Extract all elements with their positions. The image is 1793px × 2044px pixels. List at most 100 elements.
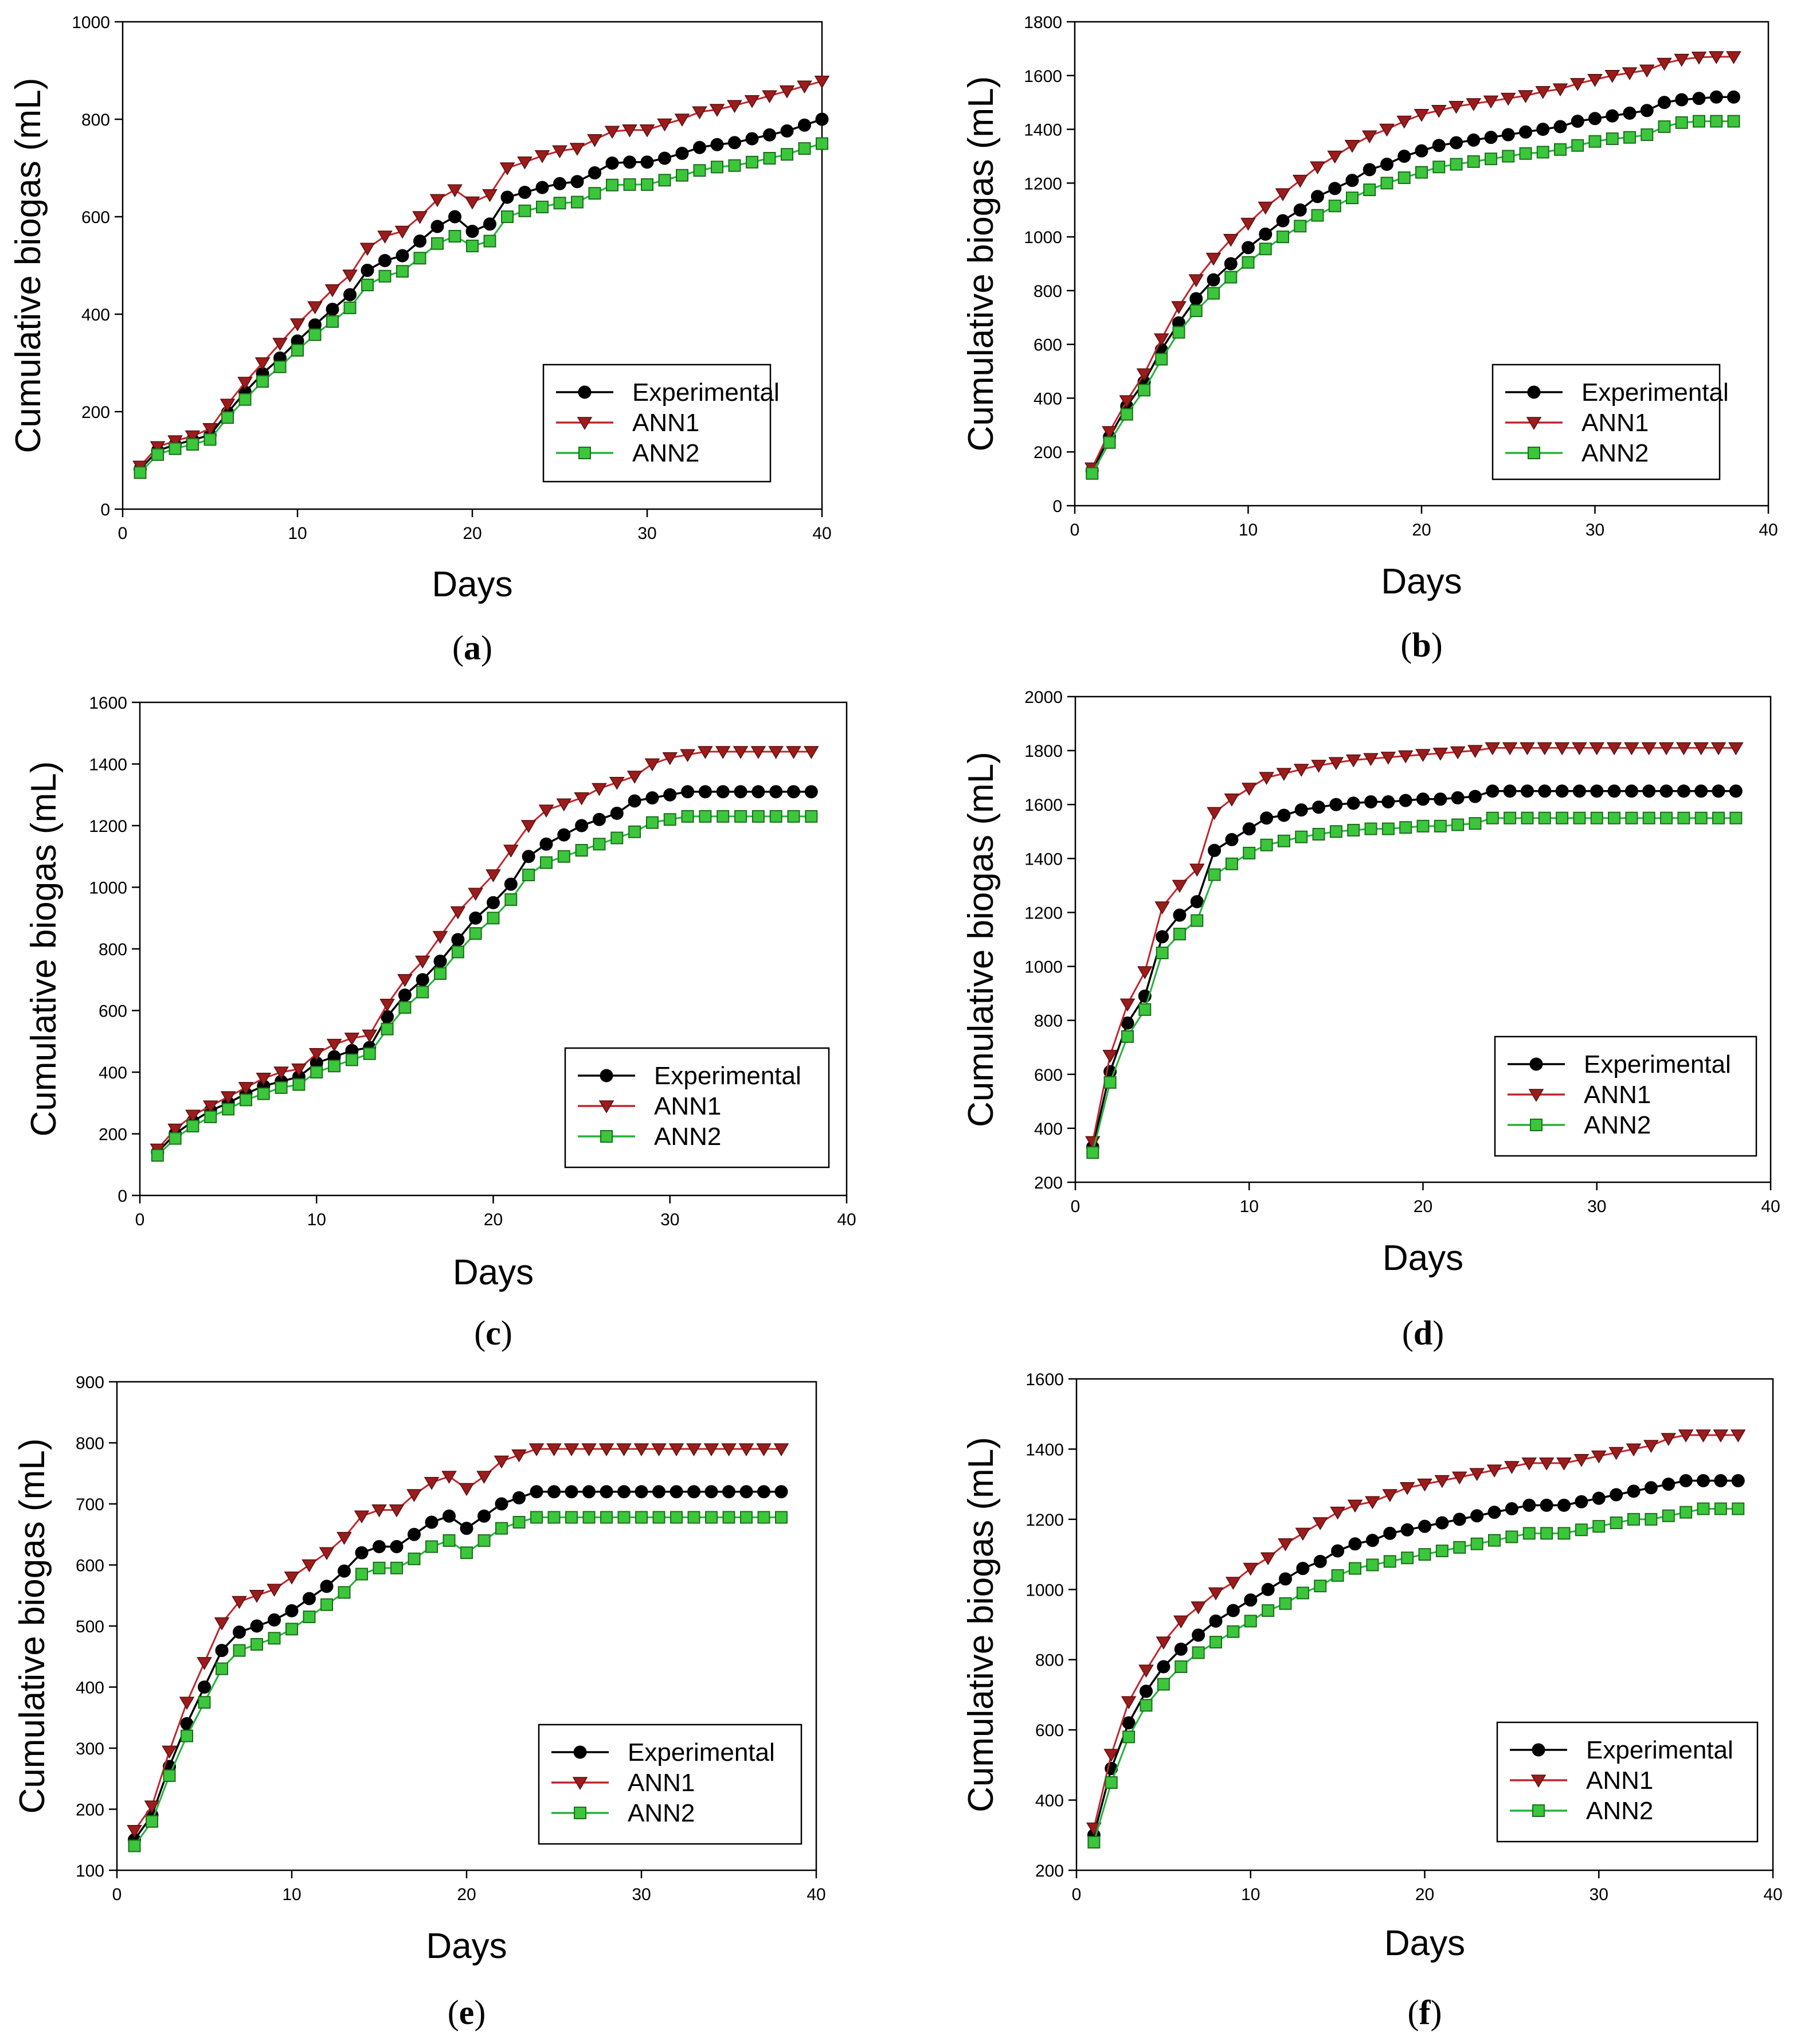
y-tick-label-c-4: 800 [99, 940, 127, 959]
marker-c-ann2-33 [734, 810, 747, 823]
marker-f-experimental-31 [1627, 1484, 1641, 1498]
marker-d-experimental-9 [1242, 822, 1256, 836]
marker-a-ann1-36 [762, 90, 777, 104]
marker-e-ann2-15 [390, 1561, 403, 1574]
marker-a-ann1-1 [150, 441, 166, 455]
marker-b-ann2-19 [1415, 166, 1428, 179]
marker-f-ann2-16 [1366, 1558, 1379, 1572]
marker-d-ann2-21 [1451, 818, 1465, 831]
marker-f-ann2-24 [1505, 1530, 1518, 1543]
panel-caption-letter-d: d [1414, 1314, 1432, 1352]
marker-e-experimental-5 [215, 1644, 229, 1658]
marker-a-ann1-35 [744, 95, 760, 108]
marker-c-ann2-23 [557, 850, 570, 863]
marker-b-ann1-25 [1518, 90, 1533, 103]
marker-e-ann1-10 [302, 1559, 317, 1573]
marker-f-experimental-12 [1296, 1562, 1310, 1576]
marker-e-ann1-27 [598, 1443, 614, 1457]
marker-f-experimental-21 [1453, 1513, 1466, 1526]
marker-e-ann2-24 [547, 1511, 561, 1524]
marker-d-experimental-30 [1607, 784, 1621, 798]
marker-c-ann1-13 [379, 999, 395, 1012]
marker-a-ann1-14 [377, 230, 393, 244]
marker-c-ann1-29 [662, 752, 678, 765]
marker-a-ann1-31 [674, 114, 690, 127]
marker-e-ann1-3 [179, 1697, 195, 1710]
marker-a-ann2-2 [169, 442, 182, 455]
marker-c-ann1-22 [538, 804, 554, 818]
marker-a-ann1-7 [255, 357, 271, 370]
marker-a-ann2-18 [448, 230, 461, 243]
series-line-a-ann2 [139, 143, 823, 474]
y-tick-label-c-0: 0 [118, 1187, 127, 1206]
x-tick-label-a-0: 0 [118, 524, 128, 543]
marker-e-ann1-18 [441, 1471, 457, 1484]
marker-b-ann2-36 [1710, 115, 1723, 128]
marker-b-legend-experimental-0 [1527, 385, 1541, 399]
marker-f-ann1-34 [1678, 1429, 1694, 1443]
marker-b-ann2-28 [1571, 139, 1584, 152]
marker-c-ann1-25 [592, 783, 607, 796]
y-axis-label-b: Cumulative biogas (mL) [961, 76, 1001, 452]
y-tick-label-d-3: 800 [1034, 1012, 1063, 1031]
marker-c-ann2-5 [239, 1093, 252, 1107]
marker-c-ann2-16 [434, 967, 447, 980]
marker-f-ann2-9 [1244, 1615, 1257, 1628]
marker-b-experimental-16 [1363, 163, 1376, 177]
marker-d-ann1-31 [1624, 742, 1639, 756]
marker-d-experimental-34 [1677, 784, 1690, 798]
x-tick-label-d-3: 30 [1587, 1197, 1606, 1216]
marker-a-ann2-1 [151, 448, 164, 461]
marker-e-ann1-24 [546, 1443, 562, 1457]
marker-f-ann1-22 [1469, 1468, 1485, 1482]
marker-f-ann1-4 [1156, 1636, 1172, 1650]
marker-b-experimental-9 [1242, 241, 1255, 255]
marker-d-experimental-10 [1260, 811, 1274, 825]
marker-c-ann2-31 [699, 810, 712, 823]
marker-c-ann1-7 [273, 1066, 289, 1080]
marker-d-ann2-33 [1660, 811, 1673, 824]
marker-a-experimental-21 [500, 190, 514, 204]
marker-a-ann2-39 [816, 137, 828, 150]
marker-b-ann1-32 [1639, 64, 1655, 78]
marker-a-ann2-9 [291, 343, 304, 357]
x-tick-label-e-4: 40 [807, 1885, 825, 1904]
marker-b-ann2-16 [1363, 183, 1376, 197]
marker-c-experimental-36 [787, 785, 801, 799]
marker-a-ann2-3 [186, 437, 199, 451]
marker-b-ann1-18 [1396, 115, 1412, 129]
marker-b-ann2-10 [1259, 243, 1272, 256]
marker-e-experimental-4 [198, 1680, 211, 1694]
marker-c-ann2-8 [292, 1078, 306, 1091]
y-tick-label-c-7: 1400 [89, 756, 127, 775]
marker-c-ann2-21 [522, 869, 535, 881]
chart-panel-b: 0 200 400 600 800 1000 1200 1400 1600 1800 0 10 20 30… [961, 13, 1778, 664]
y-axis-label-e: Cumulative biogas (mL) [13, 1439, 52, 1814]
marker-d-ann2-28 [1573, 811, 1586, 824]
marker-a-ann1-3 [185, 430, 201, 444]
marker-f-ann2-4 [1157, 1678, 1170, 1691]
marker-b-ann1-13 [1310, 161, 1325, 175]
marker-e-ann1-28 [616, 1443, 632, 1457]
marker-f-ann1-20 [1434, 1475, 1450, 1488]
marker-b-ann1-19 [1414, 109, 1430, 122]
marker-a-ann1-10 [307, 301, 323, 315]
marker-f-experimental-26 [1540, 1498, 1553, 1512]
marker-d-ann1-1 [1102, 1050, 1118, 1063]
marker-d-ann1-22 [1467, 745, 1483, 758]
marker-a-experimental-17 [430, 220, 444, 233]
panel-caption-d: (d) [1402, 1314, 1444, 1352]
marker-f-ann1-31 [1626, 1443, 1642, 1457]
marker-a-legend-ann1-0 [577, 417, 593, 430]
marker-d-ann2-22 [1469, 817, 1482, 830]
marker-e-experimental-35 [739, 1485, 753, 1499]
marker-e-ann2-32 [687, 1511, 700, 1524]
marker-b-experimental-36 [1709, 90, 1723, 104]
marker-e-experimental-34 [722, 1485, 735, 1499]
marker-d-ann2-15 [1347, 823, 1360, 837]
marker-d-ann2-6 [1191, 914, 1204, 927]
marker-c-legend-experimental-0 [600, 1069, 613, 1082]
x-tick-label-d-2: 20 [1414, 1197, 1432, 1216]
